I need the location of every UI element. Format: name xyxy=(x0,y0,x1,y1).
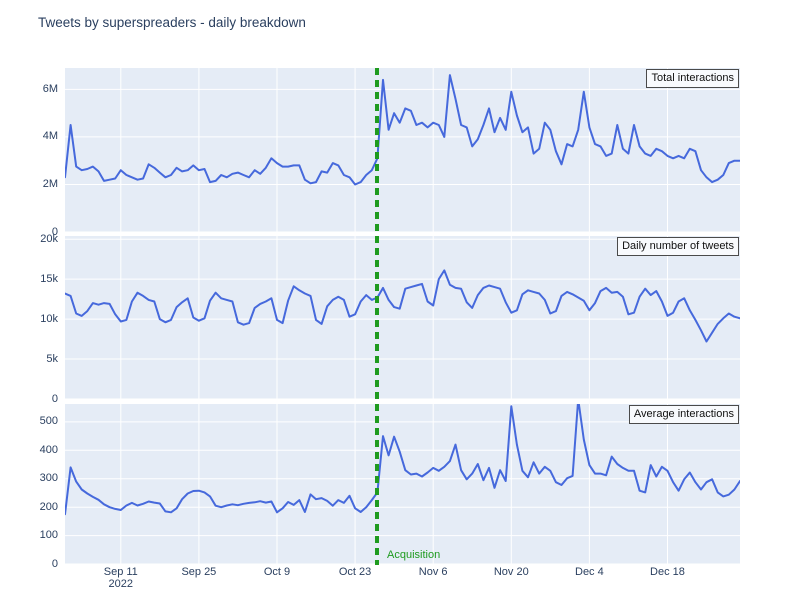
y-tick-label: 400 xyxy=(39,443,58,456)
x-tick-label: Oct 23 xyxy=(338,566,372,578)
y-tick-label: 100 xyxy=(39,529,58,542)
y-tick-label: 300 xyxy=(39,472,58,485)
x-tick-label: Dec 4 xyxy=(575,566,604,578)
x-tick-label: Nov 20 xyxy=(493,566,529,578)
chart-svg-1[interactable] xyxy=(65,236,740,399)
x-tick-label: Oct 9 xyxy=(263,566,291,578)
y-tick-label: 200 xyxy=(39,500,58,513)
x-tick-label: Sep 25 xyxy=(181,566,217,578)
chart-svg-2[interactable] xyxy=(65,404,740,564)
subplot-label-total-interactions: Total interactions xyxy=(646,69,739,88)
x-tick-label: Sep 11 xyxy=(103,566,138,578)
y-tick-label: 2M xyxy=(42,177,58,190)
y-tick-label: 10k xyxy=(40,312,58,325)
acquisition-vline xyxy=(375,68,380,565)
y-tick-label: 6M xyxy=(42,82,58,95)
subplot-total-interactions[interactable] xyxy=(65,68,740,232)
subplot-label-daily-tweets: Daily number of tweets xyxy=(617,237,739,256)
x-tick-label: Dec 18 xyxy=(650,566,685,578)
y-tick-label: 4M xyxy=(42,130,58,143)
subplot-average-interactions[interactable] xyxy=(65,404,740,564)
x-tick-label: Nov 6 xyxy=(418,566,448,578)
page-title: Tweets by superspreaders - daily breakdo… xyxy=(38,15,306,30)
y-tick-label: 0 xyxy=(51,225,58,238)
acquisition-annotation: Acquisition xyxy=(387,549,441,561)
subplot-label-average-interactions: Average interactions xyxy=(628,405,739,424)
x-tick-year-label: 2022 xyxy=(108,578,134,590)
chart-svg-0[interactable] xyxy=(65,68,740,232)
subplot-daily-tweets[interactable] xyxy=(65,236,740,399)
y-tick-label: 0 xyxy=(51,557,58,570)
y-tick-label: 15k xyxy=(40,272,58,285)
y-tick-label: 500 xyxy=(39,415,58,428)
y-tick-label: 0 xyxy=(51,392,58,405)
y-tick-label: 5k xyxy=(46,352,58,365)
y-tick-label: 20k xyxy=(40,232,58,245)
